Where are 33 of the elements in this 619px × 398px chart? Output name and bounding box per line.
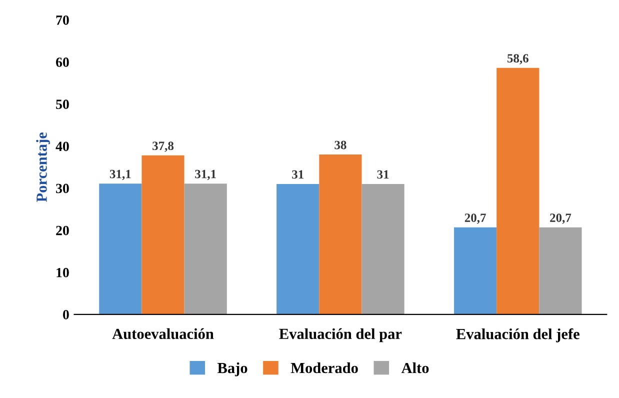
y-tick-label: 0 [63, 310, 69, 320]
data-label: 31 [377, 170, 389, 179]
data-label: 31 [292, 170, 304, 179]
y-axis-title: Porcentaje [36, 132, 50, 202]
bar [319, 154, 362, 314]
data-label: 37,8 [152, 142, 174, 152]
bar [99, 184, 142, 314]
data-label: 31,1 [195, 170, 216, 180]
y-tick-label: 50 [56, 100, 69, 110]
y-tick-label: 70 [56, 15, 69, 25]
y-tick-label: 60 [56, 58, 69, 67]
bar [362, 184, 404, 314]
y-tick-label: 10 [56, 268, 69, 278]
bar [539, 227, 582, 314]
legend-label: Bajo [218, 362, 248, 376]
data-label: 58,6 [507, 54, 528, 64]
x-tick-label: Autoevaluación [112, 328, 214, 340]
legend-label: Moderado [290, 362, 358, 374]
legend-label: Alto [401, 362, 429, 374]
x-tick-label: Evaluación del jefe [456, 328, 580, 342]
bar [496, 68, 540, 314]
y-tick-label: 20 [56, 226, 69, 236]
y-tick-label: 40 [56, 142, 69, 152]
bar [276, 184, 320, 314]
data-label: 20,7 [464, 214, 486, 224]
data-label: 31,1 [110, 170, 131, 180]
bar [184, 184, 227, 314]
data-label: 20,7 [550, 214, 572, 224]
bar [142, 155, 184, 314]
y-tick-label: 30 [56, 184, 69, 194]
data-label: 38 [334, 140, 346, 150]
x-tick-label: Evaluación del par [279, 328, 402, 342]
bar [454, 227, 497, 314]
